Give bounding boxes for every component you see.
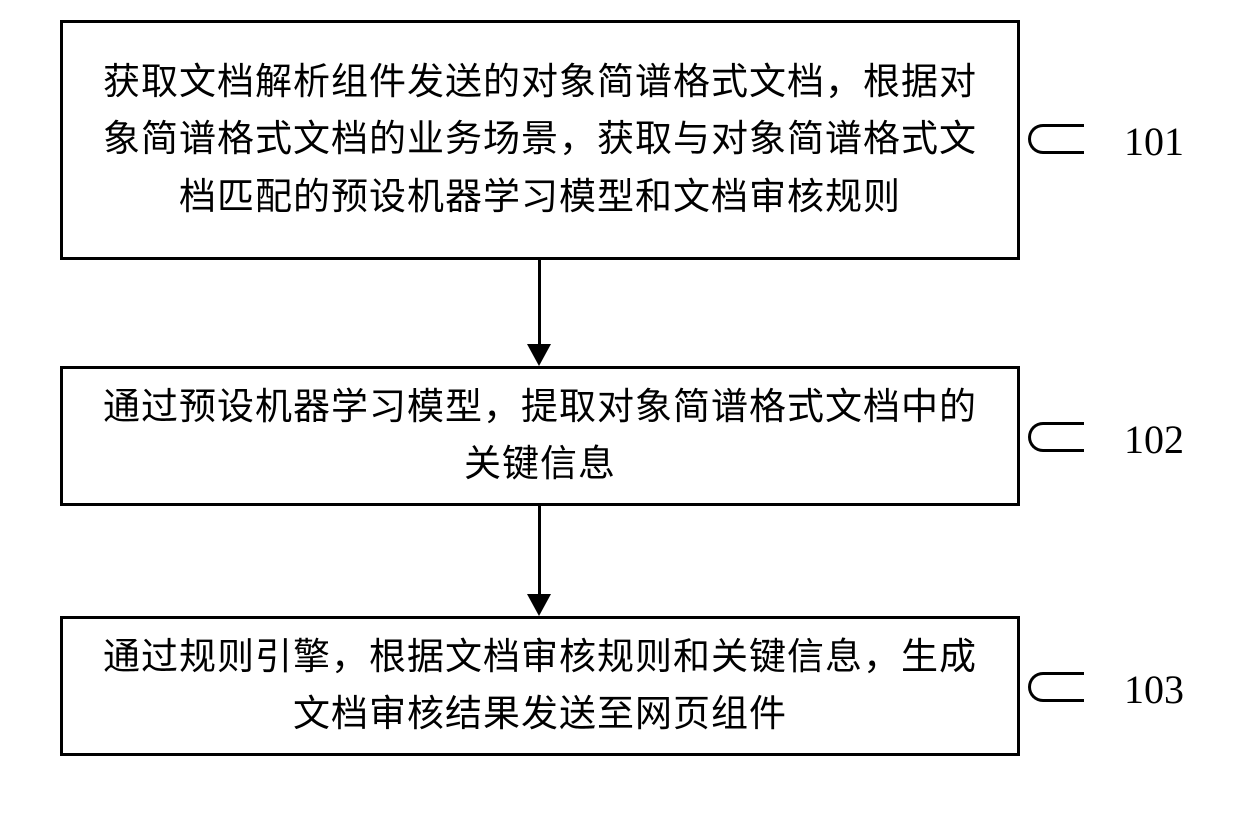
connector-103 [1028,672,1084,702]
node-text-102: 通过预设机器学习模型，提取对象简谱格式文档中的关键信息 [87,379,993,494]
node-label-103: 103 [1124,666,1184,713]
node-label-101: 101 [1124,118,1184,165]
connector-102 [1028,422,1084,452]
connector-101 [1028,124,1084,154]
node-text-101: 获取文档解析组件发送的对象简谱格式文档，根据对象简谱格式文档的业务场景，获取与对… [87,54,993,226]
flowchart-diagram: 获取文档解析组件发送的对象简谱格式文档，根据对象简谱格式文档的业务场景，获取与对… [0,0,1240,829]
arrow-line-1 [538,260,541,344]
arrow-head-2 [527,594,551,616]
flowchart-node-101: 获取文档解析组件发送的对象简谱格式文档，根据对象简谱格式文档的业务场景，获取与对… [60,20,1020,260]
node-label-102: 102 [1124,416,1184,463]
flowchart-node-103: 通过规则引擎，根据文档审核规则和关键信息，生成文档审核结果发送至网页组件 [60,616,1020,756]
arrow-head-1 [527,344,551,366]
arrow-line-2 [538,506,541,594]
flowchart-node-102: 通过预设机器学习模型，提取对象简谱格式文档中的关键信息 [60,366,1020,506]
node-text-103: 通过规则引擎，根据文档审核规则和关键信息，生成文档审核结果发送至网页组件 [87,629,993,744]
